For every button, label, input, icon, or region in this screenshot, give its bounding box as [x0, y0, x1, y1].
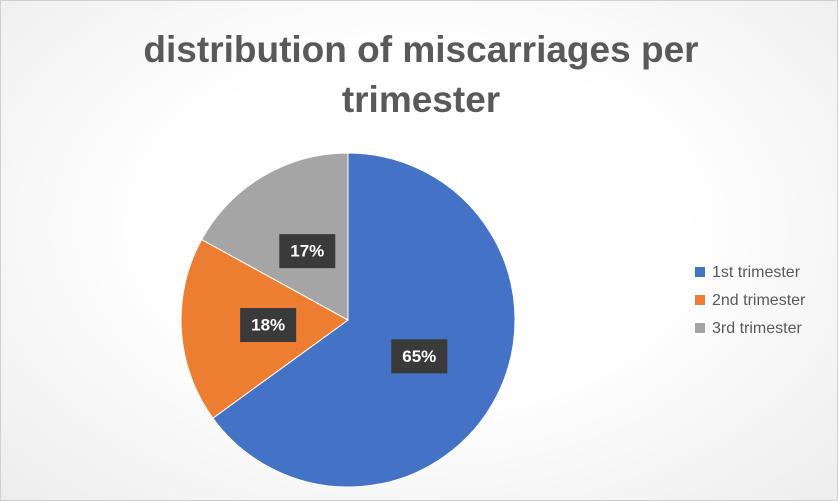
legend-label: 3rd trimester: [712, 320, 802, 337]
legend-swatch: [695, 323, 705, 333]
pie-slice: [200, 152, 349, 321]
legend-label: 2nd trimester: [712, 292, 806, 309]
data-label: 18%: [251, 316, 285, 335]
legend-label: 1st trimester: [712, 264, 801, 281]
legend-swatch: [695, 267, 705, 277]
chart-title: distribution of miscarriages per trimest…: [143, 29, 699, 120]
data-label-box: [391, 339, 448, 374]
data-label: 65%: [402, 347, 436, 366]
data-label-box: [240, 308, 297, 343]
data-label-box: [279, 234, 336, 269]
data-label: 17%: [290, 242, 324, 261]
pie-slice: [212, 152, 516, 488]
legend-swatch: [695, 295, 705, 305]
